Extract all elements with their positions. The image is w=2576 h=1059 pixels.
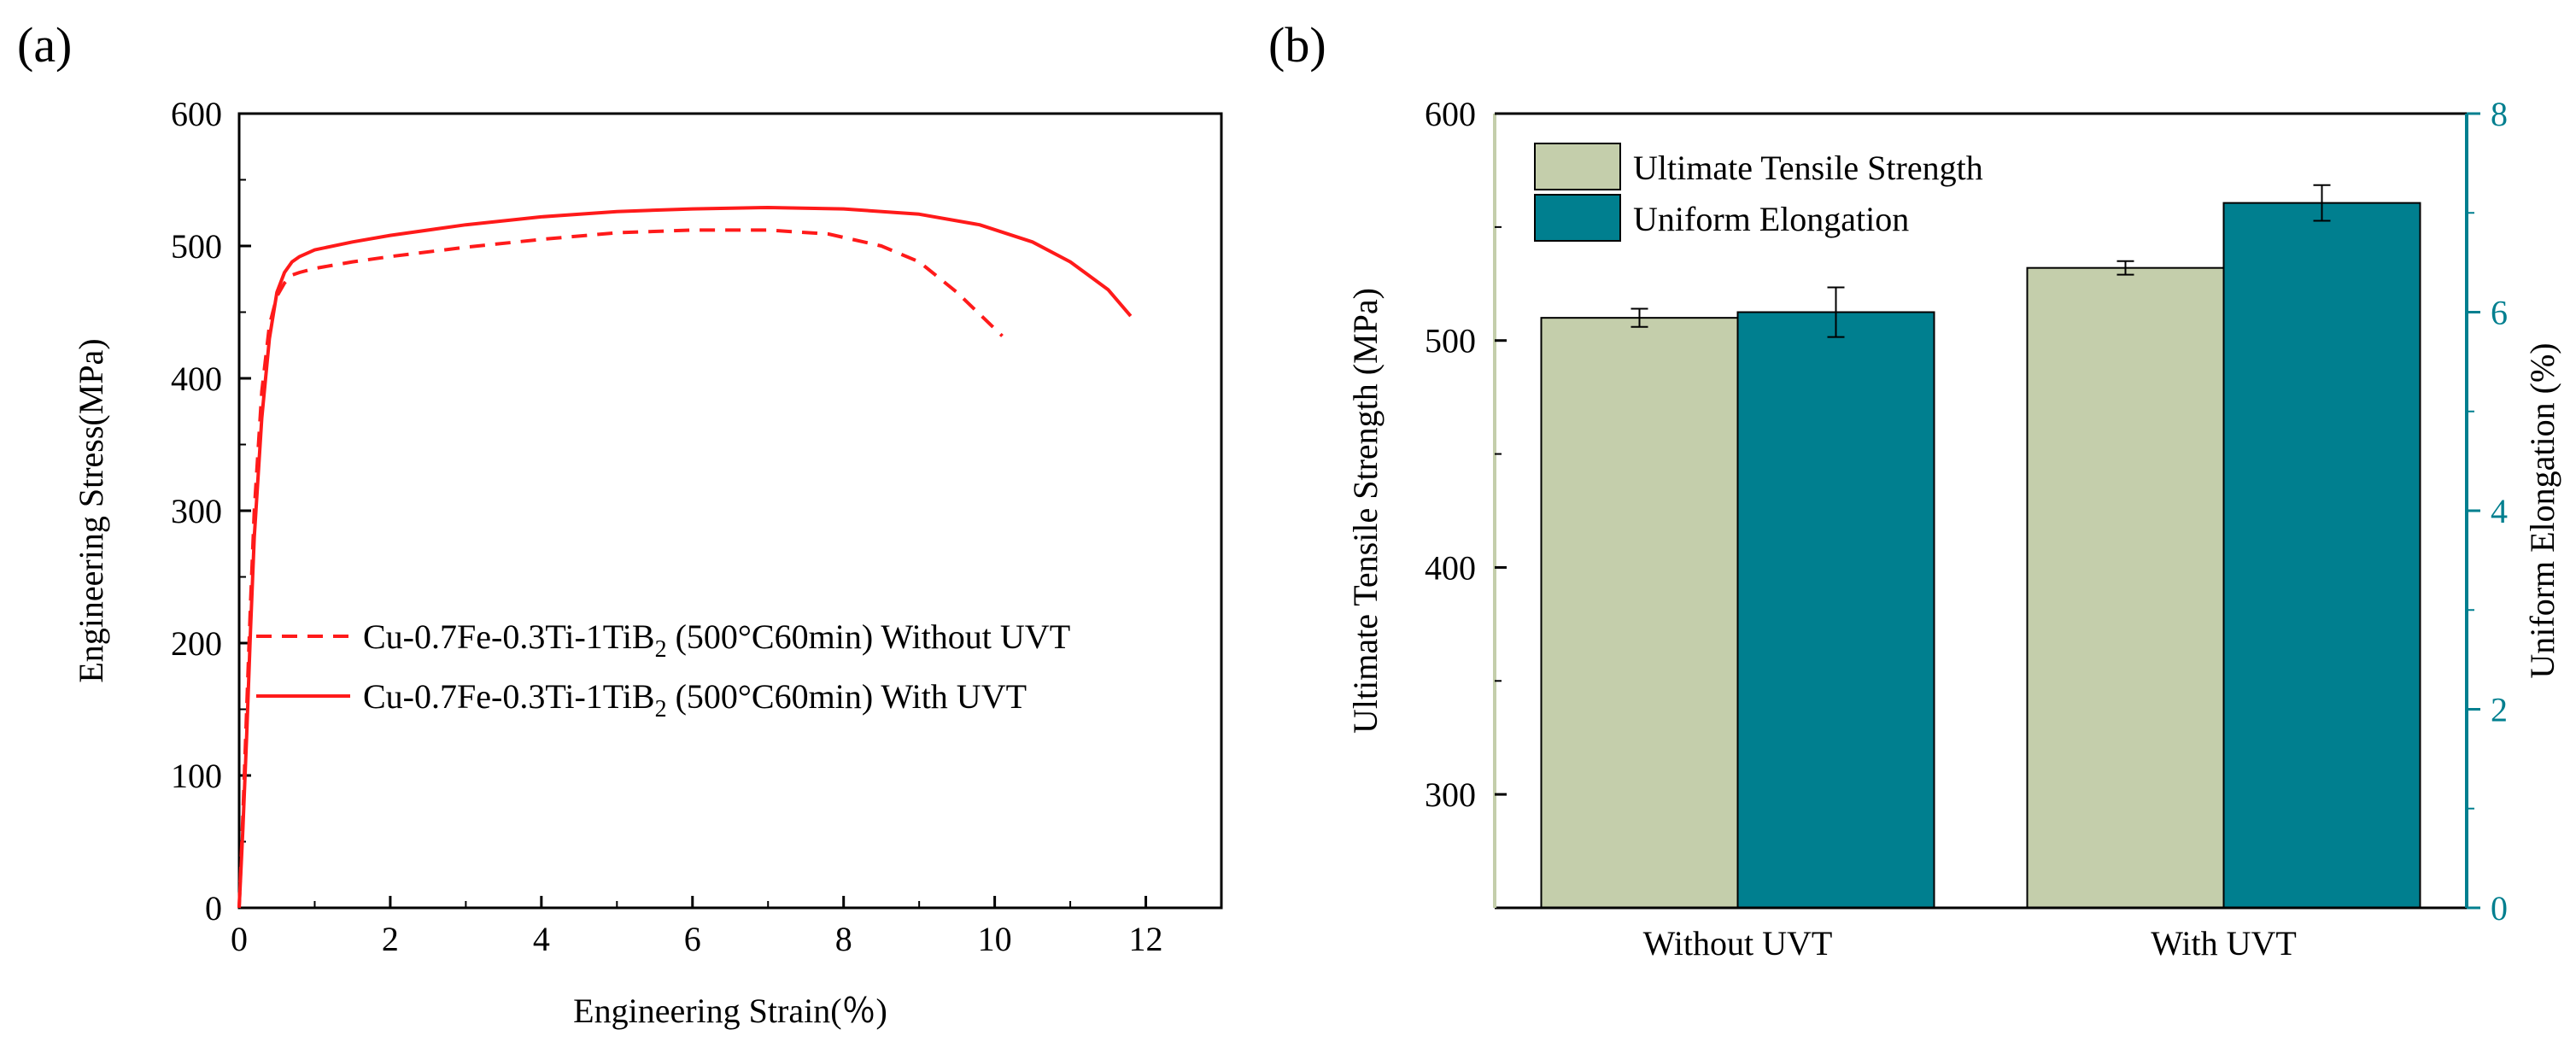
y-tick-label: 400 (171, 360, 222, 398)
bar-ultimate-tensile-strength-1 (2026, 266, 2225, 909)
x-tick-label: 12 (1129, 920, 1163, 958)
panel-a-legend: Cu-0.7Fe-0.3Ti-1TiB2 (500°C60min) Withou… (256, 617, 1070, 723)
x-tick-label: 0 (231, 920, 248, 958)
x-category-label: Without UVT (1643, 924, 1833, 962)
panel-b-bars-group (1540, 184, 2421, 909)
panel-b-right-axis-label: Uniform Elongation (%) (2523, 342, 2561, 678)
y-tick-label: 600 (1425, 95, 1476, 133)
x-tick-label: 6 (684, 920, 701, 958)
panel-a-y-axis-label: Engineering Stress(MPa) (72, 338, 110, 682)
panel-b-label: (b) (1268, 17, 1326, 73)
x-tick-label: 2 (382, 920, 399, 958)
bar-uniform-elongation-0 (1736, 311, 1935, 909)
legend-label-uniform-elongation: Uniform Elongation (1633, 200, 1909, 238)
y-tick-label: 500 (171, 227, 222, 266)
panel-a-x-axis: 0 2 4 6 8 10 12 (231, 896, 1163, 958)
panel-a-line-chart: (a) 0 2 4 6 8 10 12 0 100 200 300 400 500 600 Engine… (17, 17, 1223, 1030)
panel-b-left-y-axis: 300 400 500 600 (1425, 95, 1507, 814)
x-tick-label: 10 (978, 920, 1012, 958)
panel-a-series-group (237, 206, 1133, 909)
panel-b-x-axis: Without UVT With UVT (1643, 924, 2297, 962)
legend-label-ultimate-tensile-strength: Ultimate Tensile Strength (1633, 149, 1983, 187)
y-tick-label: 400 (1425, 548, 1476, 587)
y-tick-label: 300 (1425, 775, 1476, 814)
series-line-with-uvt (237, 206, 1133, 909)
legend-label-without-uvt: Cu-0.7Fe-0.3Ti-1TiB2 (500°C60min) Withou… (363, 617, 1070, 663)
y2-tick-label: 8 (2491, 95, 2508, 133)
y-tick-label: 100 (171, 757, 222, 795)
y2-tick-label: 6 (2491, 294, 2508, 332)
panel-b-legend: Ultimate Tensile Strength Uniform Elonga… (1534, 143, 1983, 242)
legend-swatch-ultimate-tensile-strength (1534, 143, 1621, 190)
panel-b-right-y-axis: 0 2 4 6 8 (2467, 95, 2508, 927)
panel-a-plot-frame (237, 112, 1223, 910)
panel-a-label: (a) (17, 17, 72, 73)
legend-label-with-uvt: Cu-0.7Fe-0.3Ti-1TiB2 (500°C60min) With U… (363, 677, 1027, 723)
y-tick-label: 600 (171, 95, 222, 133)
bar-uniform-elongation-1 (2222, 202, 2421, 909)
y-tick-label: 300 (171, 492, 222, 530)
panel-b-bar-chart: (b) 300 400 500 600 0 2 4 6 8 Without UVT With U… (1268, 17, 2561, 962)
y2-tick-label: 4 (2491, 492, 2508, 530)
series-line-without-uvt (237, 228, 1004, 909)
y2-tick-label: 2 (2491, 691, 2508, 729)
y-tick-label: 0 (205, 889, 222, 927)
y-tick-label: 200 (171, 624, 222, 663)
panel-a-y-axis: 0 100 200 300 400 500 600 (171, 95, 251, 927)
y-tick-label: 500 (1425, 322, 1476, 360)
x-category-label: With UVT (2151, 924, 2297, 962)
x-tick-label: 4 (533, 920, 550, 958)
y2-tick-label: 0 (2491, 889, 2508, 927)
panel-a-x-axis-label: Engineering Strain(％) (573, 992, 887, 1030)
bar-ultimate-tensile-strength-0 (1540, 317, 1739, 909)
panel-b-left-axis-label: Ultimate Tensile Strength (MPa) (1346, 288, 1385, 734)
x-tick-label: 8 (835, 920, 852, 958)
legend-swatch-uniform-elongation (1534, 194, 1621, 242)
